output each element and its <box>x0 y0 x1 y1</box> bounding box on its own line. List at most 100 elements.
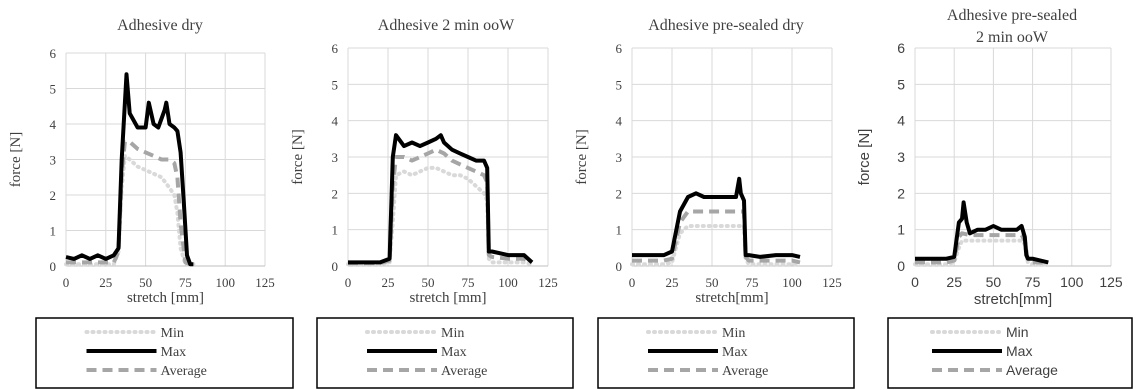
y-tick-label: 6 <box>50 46 57 61</box>
legend-label-min: Min <box>441 326 464 341</box>
legend-label-average: Average <box>1006 362 1058 378</box>
y-tick-label: 6 <box>332 41 339 56</box>
x-tick-label: 25 <box>666 275 679 290</box>
legend-box <box>597 317 855 389</box>
series-line-average <box>66 139 194 267</box>
x-tick-label: 0 <box>63 275 70 290</box>
y-tick-label: 3 <box>332 150 339 165</box>
x-tick-label: 125 <box>822 275 842 290</box>
legend: Min Max Average <box>597 317 855 389</box>
y-tick-label: 6 <box>897 40 905 56</box>
y-tick-label: 1 <box>50 224 57 239</box>
x-axis-label: stretch[mm] <box>695 290 768 306</box>
series-line-max <box>915 200 1049 265</box>
y-axis-label: force [N] <box>856 129 873 186</box>
x-tick-label: 75 <box>746 275 759 290</box>
y-tick-label: 1 <box>897 222 905 238</box>
legend-label-average: Average <box>441 364 487 379</box>
y-tick-label: 5 <box>50 82 57 97</box>
y-tick-label: 5 <box>897 76 905 92</box>
x-tick-label: 50 <box>986 274 1002 290</box>
y-tick-label: 4 <box>50 117 57 132</box>
series-line-max <box>348 133 534 265</box>
series-line-average <box>915 231 1049 267</box>
legend-label-max: Max <box>161 345 187 360</box>
chart-title: Adhesive dry <box>117 17 203 34</box>
y-tick-label: 1 <box>616 223 623 238</box>
legend-box <box>887 317 1133 389</box>
chart-title: Adhesive pre-sealed dry <box>648 17 804 34</box>
x-axis-label: stretch[mm] <box>974 291 1052 308</box>
y-axis-label: force [N] <box>290 129 306 184</box>
x-tick-label: 125 <box>538 275 558 290</box>
chart-panel-1: 0 1 2 3 4 5 6 0 25 50 75 100 125 Adhesive dry stretch … <box>8 17 294 389</box>
x-tick-label: 0 <box>629 275 636 290</box>
x-tick-label: 100 <box>782 275 802 290</box>
legend: Min Max Average <box>35 317 294 389</box>
y-tick-label: 3 <box>897 149 905 165</box>
x-tick-label: 100 <box>1060 274 1084 290</box>
x-tick-label: 75 <box>1025 274 1041 290</box>
legend-label-max: Max <box>441 345 467 360</box>
x-tick-label: 25 <box>382 275 395 290</box>
x-tick-label: 0 <box>911 274 919 290</box>
series-line-average <box>632 209 801 265</box>
chart-title: Adhesive 2 min ooW <box>378 17 515 34</box>
x-tick-label: 125 <box>1099 274 1123 290</box>
series-line-max <box>65 72 194 267</box>
legend-box <box>316 317 574 389</box>
y-tick-label: 5 <box>616 77 623 92</box>
legend-box <box>35 317 294 389</box>
x-tick-label: 100 <box>498 275 518 290</box>
y-tick-label: 5 <box>332 77 339 92</box>
legend-label-average: Average <box>161 364 207 379</box>
legend-label-min: Min <box>722 326 745 341</box>
x-tick-label: 25 <box>99 275 112 290</box>
y-axis-label: force [N] <box>8 132 24 187</box>
legend-label-min: Min <box>1006 324 1029 340</box>
legend-label-max: Max <box>722 345 748 360</box>
y-tick-label: 4 <box>616 114 623 129</box>
x-tick-label: 25 <box>946 274 962 290</box>
chart-panel-4: 0 1 2 3 4 5 6 0 25 50 75 100 125 Adhesive pre-sealed 2… <box>856 7 1133 389</box>
y-tick-label: 0 <box>616 259 623 274</box>
legend-label-average: Average <box>722 364 768 379</box>
chart-title: 2 min ooW <box>976 29 1049 46</box>
x-tick-label: 75 <box>179 275 192 290</box>
x-axis-label: stretch [mm] <box>409 290 486 306</box>
y-tick-label: 0 <box>50 259 57 274</box>
chart-panel-3: 0 1 2 3 4 5 6 0 25 50 75 100 125 Adhesive pre-sealed … <box>574 17 855 389</box>
legend: Min Max Average <box>316 317 574 389</box>
chart-title: Adhesive pre-sealed <box>947 7 1077 24</box>
y-axis-label: force [N] <box>574 129 590 184</box>
y-tick-label: 0 <box>332 259 339 274</box>
legend: Min Max Average <box>887 317 1133 389</box>
y-tick-label: 2 <box>897 185 905 201</box>
legend-label-max: Max <box>1006 343 1032 359</box>
y-tick-label: 2 <box>332 186 339 201</box>
x-tick-label: 50 <box>139 275 152 290</box>
series-line-max <box>632 176 801 259</box>
y-tick-label: 2 <box>616 186 623 201</box>
series-line-min <box>64 153 196 267</box>
y-tick-label: 4 <box>897 113 905 129</box>
y-tick-label: 3 <box>50 153 57 168</box>
x-tick-label: 0 <box>345 275 352 290</box>
legend-label-min: Min <box>161 326 184 341</box>
y-tick-label: 3 <box>616 150 623 165</box>
x-tick-label: 50 <box>422 275 435 290</box>
y-tick-label: 2 <box>50 188 57 203</box>
y-tick-label: 0 <box>897 258 905 274</box>
series-line-min <box>630 224 802 267</box>
x-tick-label: 100 <box>215 275 235 290</box>
chart-panel-2: 0 1 2 3 4 5 6 0 25 50 75 100 125 Adhesive 2 min ooW st… <box>290 17 574 389</box>
x-tick-label: 75 <box>462 275 475 290</box>
y-tick-label: 6 <box>616 41 623 56</box>
x-tick-label: 125 <box>255 275 275 290</box>
y-tick-label: 4 <box>332 114 339 129</box>
x-axis-label: stretch [mm] <box>127 290 204 306</box>
x-tick-label: 50 <box>706 275 719 290</box>
series-line-average <box>348 147 533 266</box>
y-tick-label: 1 <box>332 223 339 238</box>
